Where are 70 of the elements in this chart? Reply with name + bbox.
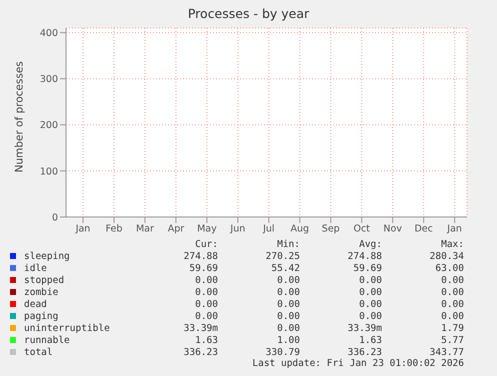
x-tick-label: Aug xyxy=(290,224,310,235)
text: 0.00 xyxy=(276,274,300,286)
text: 0.00 xyxy=(440,286,464,298)
text: Max: xyxy=(440,239,464,250)
text: 63.00 xyxy=(434,262,464,274)
legend-label: runnable xyxy=(24,334,71,346)
x-tick-label: Nov xyxy=(383,224,402,235)
y-tick-label: 300 xyxy=(40,74,58,86)
y-axis-title: Number of processes xyxy=(14,61,26,172)
x-tick-label: Oct xyxy=(354,224,370,235)
text: 1.63 xyxy=(358,334,382,346)
text: 1.79 xyxy=(440,322,464,334)
text: 1.00 xyxy=(276,334,300,346)
legend-label: idle xyxy=(24,262,48,274)
x-tick-label: May xyxy=(197,224,218,235)
text: 336.23 xyxy=(182,346,218,358)
text: 0.00 xyxy=(276,298,300,310)
x-tick-label: Feb xyxy=(106,224,122,235)
y-tick-label: 400 xyxy=(40,28,58,39)
legend-label: paging xyxy=(24,310,60,322)
legend-label: total xyxy=(24,346,54,358)
text: Avg: xyxy=(358,239,382,250)
text: 274.88 xyxy=(182,250,218,262)
text: 59.69 xyxy=(352,262,382,274)
text: Last update: Fri Jan 23 01:00:02 2026 xyxy=(251,358,464,369)
x-tick-label: Apr xyxy=(168,224,184,235)
y-tick-label: 100 xyxy=(40,166,58,178)
x-tick-label: Mar xyxy=(136,224,154,235)
text: 59.69 xyxy=(188,262,218,274)
text: 0.00 xyxy=(194,310,218,322)
legend-label: dead xyxy=(24,298,48,310)
text: 0.00 xyxy=(358,286,382,298)
text: 274.88 xyxy=(346,250,382,262)
text: 0.00 xyxy=(194,298,218,310)
legend-label: stopped xyxy=(24,274,66,286)
text: 0.00 xyxy=(194,286,218,298)
text: 270.25 xyxy=(264,250,300,262)
x-tick-label: Jul xyxy=(262,224,275,235)
text: Cur: xyxy=(194,239,218,250)
y-tick-label: 0 xyxy=(52,212,58,224)
text: 0.00 xyxy=(440,298,464,310)
text: 0.00 xyxy=(276,310,300,322)
text: Min: xyxy=(276,239,300,250)
text: 336.23 xyxy=(346,346,382,358)
text: 33.39m xyxy=(346,322,382,334)
text: 280.34 xyxy=(428,250,464,262)
chart-title: Processes - by year xyxy=(186,5,310,23)
x-tick-label: Jan xyxy=(446,224,462,235)
text: 343.77 xyxy=(428,346,464,358)
text: 0.00 xyxy=(358,274,382,286)
legend-label: uninterruptible xyxy=(24,322,111,334)
text: 0.00 xyxy=(358,298,382,310)
x-tick-label: Dec xyxy=(414,224,433,235)
text: 330.79 xyxy=(264,346,300,358)
text: 55.42 xyxy=(270,262,300,274)
y-tick-label: 200 xyxy=(40,120,58,132)
text: 5.77 xyxy=(440,334,464,346)
text: 0.00 xyxy=(194,274,218,286)
text: 0.00 xyxy=(440,274,464,286)
x-tick-label: Jan xyxy=(74,224,90,235)
text: 0.00 xyxy=(276,286,300,298)
text: 0.00 xyxy=(440,310,464,322)
text: 33.39m xyxy=(182,322,218,334)
text: 1.63 xyxy=(194,334,218,346)
text: 0.00 xyxy=(358,310,382,322)
legend-label: zombie xyxy=(24,286,60,298)
x-tick-label: Jun xyxy=(229,224,246,235)
text: 0.00 xyxy=(276,322,300,334)
x-tick-label: Sep xyxy=(322,224,340,235)
legend-label: sleeping xyxy=(24,250,71,262)
